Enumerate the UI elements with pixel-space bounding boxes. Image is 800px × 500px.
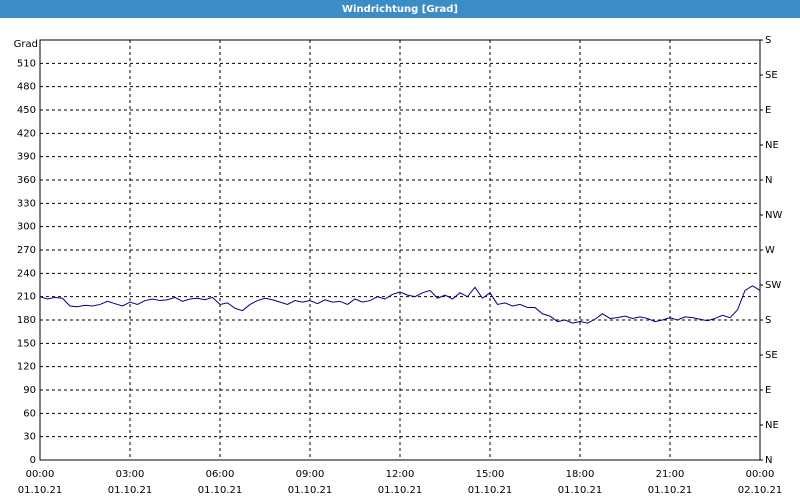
x-tick-label: 06:00 [206,469,235,480]
x-tick-label: 21:00 [656,469,685,480]
x-tick-label: 18:00 [566,469,595,480]
x-tick-date: 01.10.21 [198,485,243,496]
x-tick-label: 09:00 [296,469,325,480]
y-tick-label: 390 [17,152,36,163]
y-tick-label: 480 [17,82,36,93]
y2-tick-label: W [765,245,775,256]
x-tick-date: 01.10.21 [288,485,333,496]
x-tick-date: 01.10.21 [18,485,63,496]
y2-tick-label: S [765,35,771,46]
y2-tick-label: S [765,315,771,326]
y-tick-label: 150 [17,338,36,349]
y-tick-label: 90 [23,385,36,396]
y-tick-label: 330 [17,198,36,209]
x-tick-label: 03:00 [116,469,145,480]
x-tick-date: 01.10.21 [468,485,513,496]
y-tick-label: 210 [17,292,36,303]
x-tick-date: 02.10.21 [738,485,783,496]
y2-tick-label: NE [765,140,779,151]
y2-tick-label: E [765,105,771,116]
y2-tick-label: SE [765,70,778,81]
x-tick-label: 15:00 [476,469,505,480]
y2-tick-label: N [765,455,772,466]
x-tick-date: 01.10.21 [108,485,153,496]
y2-tick-label: E [765,385,771,396]
y-tick-label: 180 [17,315,36,326]
y2-tick-label: SE [765,350,778,361]
y-tick-label: 60 [23,408,36,419]
x-tick-date: 01.10.21 [378,485,423,496]
y2-tick-label: N [765,175,772,186]
y-tick-label: 270 [17,245,36,256]
y-tick-label: 510 [17,58,36,69]
y-tick-label: 360 [17,175,36,186]
y2-tick-label: NW [765,210,782,221]
y-tick-label: 120 [17,362,36,373]
y2-tick-label: NE [765,420,779,431]
x-tick-date: 01.10.21 [558,485,603,496]
title-bar [0,0,800,18]
y-tick-label: 300 [17,222,36,233]
data-line [39,285,761,324]
y2-tick-label: SW [765,280,781,291]
y-tick-label: 30 [23,432,36,443]
y-tick-label: 0 [30,455,36,466]
plot-frame [39,39,761,461]
x-tick-label: 00:00 [26,469,55,480]
x-tick-label: 00:00 [746,469,775,480]
y-tick-label: 240 [17,268,36,279]
chart-title: Windrichtung [Grad] [342,4,458,15]
y-axis-label: Grad [14,39,38,50]
x-tick-date: 01.10.21 [648,485,693,496]
x-tick-label: 12:00 [386,469,415,480]
y-tick-label: 450 [17,105,36,116]
y-tick-label: 420 [17,128,36,139]
